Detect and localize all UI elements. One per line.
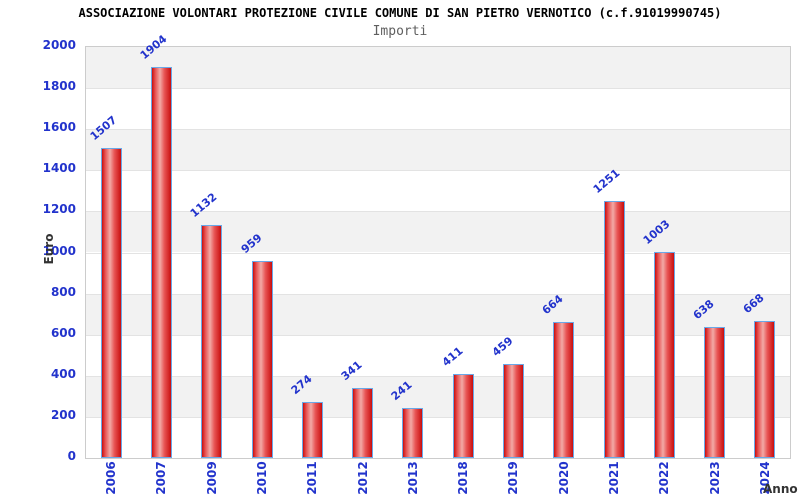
grid-band <box>86 211 790 253</box>
x-tick-label: 2013 <box>405 461 420 495</box>
bar-2013 <box>402 408 424 458</box>
y-tick-label: 600 <box>50 325 76 340</box>
bar-2024 <box>754 321 776 458</box>
y-axis-title: Euro <box>42 233 56 265</box>
grid-band <box>86 88 790 130</box>
plot-area: 1507 1904 1132 959 274 341 241 411 459 664 1251 100… <box>85 32 791 459</box>
y-tick-label: 1000 <box>42 243 76 258</box>
y-tick-label: 2000 <box>42 38 76 52</box>
bar-2021 <box>603 201 625 458</box>
y-tick-label: 1400 <box>42 161 76 176</box>
y-tick-label: 1200 <box>42 202 76 217</box>
x-tick-label: 2023 <box>707 461 722 495</box>
chart-title: ASSOCIAZIONE VOLONTARI PROTEZIONE CIVILE… <box>78 6 722 20</box>
x-tick-label: 2012 <box>355 461 370 495</box>
x-tick-label: 2019 <box>506 461 521 495</box>
bar-2022 <box>653 252 675 458</box>
bar-2007 <box>150 67 172 458</box>
y-tick-label: 200 <box>50 407 76 422</box>
bar-2009 <box>201 225 223 458</box>
bar-2011 <box>301 402 323 458</box>
y-tick-label: 1600 <box>42 120 76 135</box>
x-tick-label: 2009 <box>204 461 219 495</box>
x-tick-label: 2006 <box>104 461 119 495</box>
bar-2019 <box>502 364 524 458</box>
grid-band <box>86 252 790 294</box>
x-tick-label: 2021 <box>607 461 621 495</box>
y-tick-label: 0 <box>67 449 76 463</box>
x-tick-label: 2011 <box>305 461 320 495</box>
x-tick-label: 2018 <box>456 461 471 495</box>
bar-2023 <box>704 327 726 458</box>
x-tick-label: 2010 <box>255 461 269 495</box>
bar-2020 <box>553 322 575 458</box>
grid-band <box>86 375 790 417</box>
grid-band <box>86 293 790 335</box>
grid-band <box>86 334 790 376</box>
grid-band <box>86 129 790 171</box>
grid-band <box>86 416 790 458</box>
bar-2012 <box>352 388 374 458</box>
y-tick-label: 1800 <box>42 79 76 94</box>
x-tick-label: 2007 <box>154 461 169 495</box>
x-axis-title: Anno <box>763 482 798 496</box>
grid-band <box>86 47 790 89</box>
y-tick-label: 400 <box>50 366 76 381</box>
bar-2006 <box>100 148 122 458</box>
x-tick-label: 2020 <box>556 461 571 495</box>
chart-subtitle: Importi <box>372 24 428 39</box>
bar-2018 <box>452 374 474 458</box>
x-tick-label: 2022 <box>657 461 672 495</box>
y-tick-label: 800 <box>50 284 76 299</box>
grid-band <box>86 170 790 212</box>
bar-2010 <box>251 261 273 458</box>
